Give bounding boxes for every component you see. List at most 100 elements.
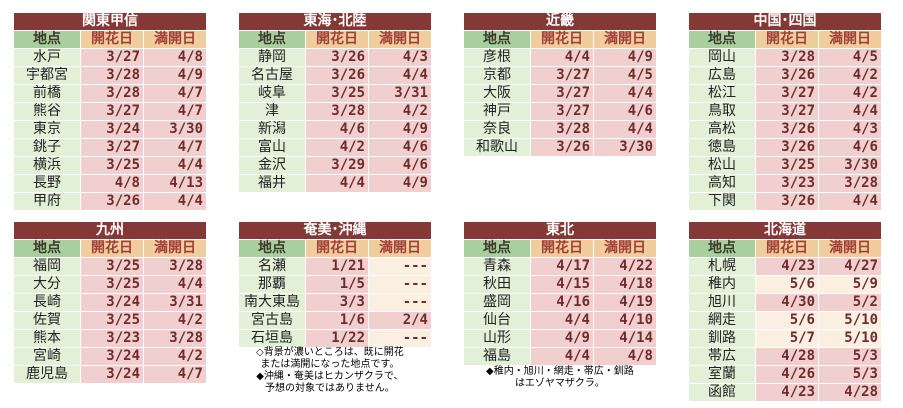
full-bloom-date-cell: 4/8 — [143, 48, 207, 67]
table-row: 広島 3/26 4/2 — [688, 66, 882, 85]
bloom-date-cell: 3/25 — [755, 156, 819, 175]
table-row: 水戸 3/27 4/8 — [13, 48, 207, 67]
table-row: 福井 4/4 4/9 — [238, 174, 432, 193]
full-bloom-header: 満開日 — [593, 239, 657, 258]
legend-note: ◇背景が濃いところは、既に開花 または満開になった地点です。 ◆沖縄・奄美はヒカ… — [256, 347, 404, 394]
place-cell: 金沢 — [238, 156, 306, 175]
table-row: 徳島 3/26 4/6 — [688, 138, 882, 157]
table-row: 名古屋 3/26 4/4 — [238, 66, 432, 85]
bloom-date-cell: 5/6 — [755, 311, 819, 330]
full-bloom-date-cell: 4/9 — [368, 120, 432, 139]
full-bloom-date-cell: 3/31 — [143, 293, 207, 312]
place-header: 地点 — [688, 30, 756, 49]
table-row: 鹿児島 3/24 4/7 — [13, 365, 207, 384]
place-cell: 岡山 — [688, 48, 756, 67]
region-table: 近畿 地点 開花日 満開日 彦根 4/4 4/9 京都 3/27 4/5 大阪 3/27 4/4 神戸 3/… — [463, 12, 657, 157]
bloom-date-cell: 3/3 — [305, 293, 369, 312]
full-bloom-date-cell: 4/2 — [368, 102, 432, 121]
table-row: 福島 4/4 4/8 — [463, 347, 657, 366]
bloom-date-cell: 5/7 — [755, 329, 819, 348]
table-row: 新潟 4/6 4/9 — [238, 120, 432, 139]
place-cell: 帯広 — [688, 347, 756, 366]
table-row: 佐賀 3/25 4/2 — [13, 311, 207, 330]
place-cell: 網走 — [688, 311, 756, 330]
table-row: 前橋 3/28 4/7 — [13, 84, 207, 103]
place-cell: 津 — [238, 102, 306, 121]
full-bloom-date-cell: 4/9 — [593, 48, 657, 67]
full-bloom-date-cell: 4/27 — [818, 257, 882, 276]
full-bloom-header: 満開日 — [368, 239, 432, 258]
place-cell: 石垣島 — [238, 329, 306, 348]
place-cell: 甲府 — [13, 192, 81, 211]
full-bloom-date-cell: 4/3 — [368, 48, 432, 67]
table-row: 青森 4/17 4/22 — [463, 257, 657, 276]
bloom-date-cell: 3/25 — [80, 257, 144, 276]
region-title: 九州 — [13, 221, 207, 240]
table-row: 大阪 3/27 4/4 — [463, 84, 657, 103]
place-cell: 静岡 — [238, 48, 306, 67]
bloom-date-cell: 1/5 — [305, 275, 369, 294]
full-bloom-date-cell: 5/3 — [818, 347, 882, 366]
bloom-date-cell: 3/25 — [80, 311, 144, 330]
full-bloom-date-cell: 5/9 — [818, 275, 882, 294]
bloom-date-cell: 1/6 — [305, 311, 369, 330]
place-cell: 下関 — [688, 192, 756, 211]
bloom-header: 開花日 — [80, 239, 144, 258]
full-bloom-header: 満開日 — [593, 30, 657, 49]
full-bloom-date-cell: 5/10 — [818, 329, 882, 348]
table-row: 山形 4/9 4/14 — [463, 329, 657, 348]
table-row: 稚内 5/6 5/9 — [688, 275, 882, 294]
table-row: 宮古島 1/6 2/4 — [238, 311, 432, 330]
table-row: 下関 3/26 4/4 — [688, 192, 882, 211]
bloom-header: 開花日 — [305, 239, 369, 258]
full-bloom-date-cell: 4/18 — [593, 275, 657, 294]
bloom-date-cell: 4/23 — [755, 383, 819, 402]
bloom-date-cell: 4/23 — [755, 257, 819, 276]
region-table: 東北 地点 開花日 満開日 青森 4/17 4/22 秋田 4/15 4/18 盛岡 4/16 4/19… — [463, 221, 657, 366]
place-cell: 富山 — [238, 138, 306, 157]
bloom-date-cell: 3/28 — [530, 120, 594, 139]
bloom-date-cell: 3/28 — [80, 66, 144, 85]
full-bloom-date-cell: 4/9 — [368, 174, 432, 193]
full-bloom-date-cell: 4/4 — [143, 156, 207, 175]
table-row: 奈良 3/28 4/4 — [463, 120, 657, 139]
full-bloom-date-cell: 4/8 — [593, 347, 657, 366]
place-cell: 宇都宮 — [13, 66, 81, 85]
region-table: 東海･北陸 地点 開花日 満開日 静岡 3/26 4/3 名古屋 3/26 4/4 岐阜 3/25 3/… — [238, 12, 432, 193]
place-cell: 大分 — [13, 275, 81, 294]
full-bloom-date-cell: 4/2 — [143, 311, 207, 330]
bloom-date-cell: 1/21 — [305, 257, 369, 276]
bloom-date-cell: 1/22 — [305, 329, 369, 348]
place-header: 地点 — [463, 30, 531, 49]
region-title: 奄美･沖縄 — [238, 221, 432, 240]
table-row: 松江 3/27 4/2 — [688, 84, 882, 103]
table-row: 石垣島 1/22 --- — [238, 329, 432, 348]
bloom-date-cell: 3/27 — [755, 84, 819, 103]
bloom-date-cell: 3/27 — [530, 66, 594, 85]
full-bloom-date-cell: 4/7 — [143, 365, 207, 384]
full-bloom-date-cell: 4/4 — [143, 192, 207, 211]
place-cell: 福島 — [463, 347, 531, 366]
bloom-date-cell: 4/4 — [530, 48, 594, 67]
place-header: 地点 — [463, 239, 531, 258]
table-row: 福岡 3/25 3/28 — [13, 257, 207, 276]
table-row: 札幌 4/23 4/27 — [688, 257, 882, 276]
full-bloom-date-cell: 4/4 — [818, 192, 882, 211]
full-bloom-header: 満開日 — [368, 30, 432, 49]
place-cell: 横浜 — [13, 156, 81, 175]
full-bloom-date-cell: 4/13 — [143, 174, 207, 193]
place-cell: 彦根 — [463, 48, 531, 67]
table-row: 松山 3/25 3/30 — [688, 156, 882, 175]
bloom-date-cell: 3/26 — [305, 66, 369, 85]
region-table: 中国･四国 地点 開花日 満開日 岡山 3/28 4/5 広島 3/26 4/2 松江 3/27 4/2… — [688, 12, 882, 211]
table-row: 南大東島 3/3 --- — [238, 293, 432, 312]
table-row: 函館 4/23 4/28 — [688, 383, 882, 402]
bloom-date-cell: 3/25 — [80, 156, 144, 175]
table-row: 岐阜 3/25 3/31 — [238, 84, 432, 103]
place-cell: 松江 — [688, 84, 756, 103]
full-bloom-date-cell: 4/7 — [143, 84, 207, 103]
bloom-date-cell: 4/4 — [530, 347, 594, 366]
bloom-date-cell: 3/27 — [80, 102, 144, 121]
full-bloom-date-cell: --- — [368, 275, 432, 294]
full-bloom-date-cell: 4/5 — [593, 66, 657, 85]
